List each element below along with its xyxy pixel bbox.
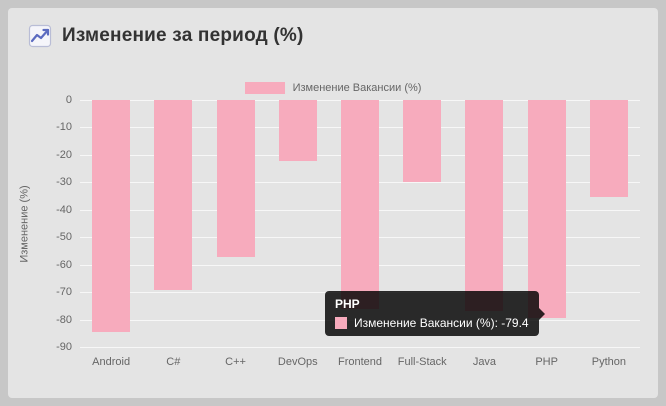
y-tick-label: -20 (56, 148, 72, 161)
bar-php[interactable] (527, 100, 566, 318)
bar-frontend[interactable] (341, 100, 379, 310)
y-axis-title: Изменение (%) (19, 184, 32, 263)
chart-card: Изменение за период (%) Изменение Ваканс… (8, 8, 658, 398)
bar-full-stack[interactable] (403, 100, 442, 182)
x-tick-label: PHP (535, 356, 558, 368)
tooltip-title: PHP (335, 297, 360, 311)
y-tick-label: -60 (56, 258, 72, 271)
tooltip-caret (538, 307, 545, 320)
x-tick-label: C++ (225, 356, 246, 368)
chart-increasing-icon (28, 24, 52, 48)
tooltip-label: Изменение Вакансии (%): -79.4 (354, 316, 529, 330)
chart-header: Изменение за период (%) (28, 24, 304, 48)
x-tick-label: Frontend (337, 356, 383, 368)
tooltip-body: Изменение Вакансии (%): -79.4 (335, 316, 529, 330)
chart-title: Изменение за период (%) (62, 25, 304, 46)
x-tick-label: Java (472, 356, 497, 368)
bar-python[interactable] (589, 100, 628, 197)
x-axis-labels: Android C# C++ DevOps Frontend Full-Stack Java… (80, 356, 640, 372)
x-tick-label: Full-Stack (397, 356, 447, 368)
bar-android[interactable] (92, 100, 131, 333)
y-tick-label: -80 (56, 313, 72, 326)
x-tick-label: DevOps (277, 356, 318, 368)
gridline (80, 347, 640, 348)
tooltip: PHP Изменение Вакансии (%): -79.4 (325, 291, 545, 336)
y-tick-label: -30 (56, 176, 72, 189)
y-tick-label: -70 (56, 286, 72, 299)
y-tick-label: -10 (56, 121, 72, 134)
bar-c-[interactable] (216, 100, 255, 257)
legend-label: Изменение Вакансии (%) (292, 82, 422, 94)
x-tick-label: Python (591, 356, 626, 368)
y-tick-label: -40 (56, 203, 72, 216)
plot-area: 0 -10 -20 -30 -40 -50 -60 -70 -80 -90 (56, 94, 640, 353)
x-tick-label: C# (166, 356, 181, 368)
tooltip-swatch (335, 317, 347, 329)
y-tick-label: -50 (56, 231, 72, 244)
bar-devops[interactable] (278, 100, 317, 161)
bar-java[interactable] (465, 100, 504, 311)
legend-swatch (244, 82, 285, 94)
bar-c-[interactable] (154, 100, 193, 291)
y-tick-label: 0 (65, 94, 72, 106)
y-tick-label: -90 (56, 341, 72, 353)
legend-item[interactable]: Изменение Вакансии (%) (8, 82, 658, 94)
x-tick-label: Android (92, 356, 131, 368)
